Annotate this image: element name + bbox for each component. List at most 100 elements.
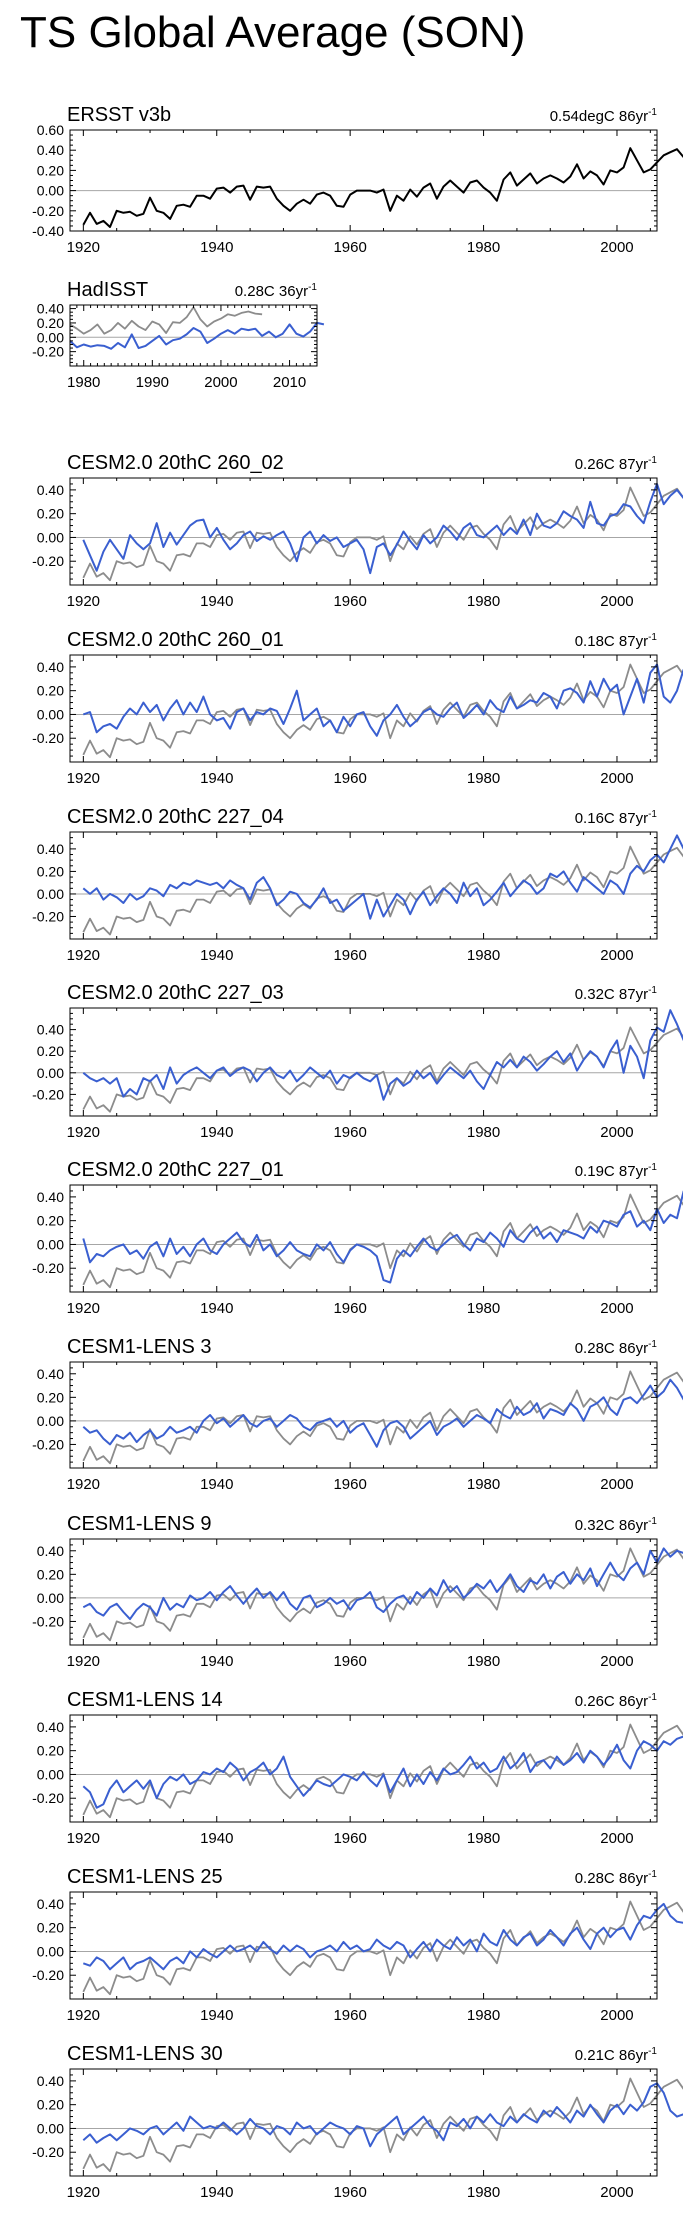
x-tick-label: 2000 [600, 1124, 633, 1141]
x-tick-label: 1920 [67, 947, 100, 964]
y-tick-label: 0.00 [37, 706, 64, 722]
series-line-model [82, 834, 683, 920]
series-line-reference [82, 845, 683, 936]
y-tick-label: 0.20 [37, 1743, 64, 1759]
series-line-reference [82, 1900, 683, 1996]
x-tick-label: 1960 [333, 1124, 366, 1141]
series-line-reference [82, 1723, 683, 1819]
trend-label: 0.28C 86yr-1 [575, 1339, 658, 1357]
trend-exponent: -1 [648, 2046, 657, 2057]
series-line-reference [82, 663, 683, 759]
y-tick-label: 0.00 [37, 183, 64, 199]
plot-frame [69, 1891, 658, 2000]
y-tick-label: -0.20 [32, 553, 64, 569]
y-tick-label: 0.00 [37, 2120, 64, 2136]
y-tick-label: -0.20 [32, 2144, 64, 2160]
trend-label: 0.18C 87yr-1 [575, 632, 658, 650]
chart-panel-7: CESM2.0 20thC 227_01 0.19C 87yr-1 1920 1940… [32, 1159, 683, 1317]
x-tick-label: 2000 [600, 593, 633, 610]
y-tick-label: 0.40 [37, 2073, 64, 2089]
trend-label: 0.28C 36yr-1 [235, 282, 318, 300]
series-line-model [82, 1009, 683, 1101]
y-tick-label: 0.00 [37, 1766, 64, 1782]
trend-label: 0.54degC 86yr-1 [550, 107, 658, 125]
chart-panel-10: CESM1-LENS 14 0.26C 86yr-1 1920 1940 1960 198… [32, 1689, 683, 1847]
y-tick-label: -0.20 [32, 1260, 64, 1276]
trend-label: 0.32C 87yr-1 [575, 985, 658, 1003]
y-tick-label: -0.20 [32, 1790, 64, 1806]
trend-exponent: -1 [648, 1869, 657, 1880]
x-tick-label: 1940 [200, 1830, 233, 1847]
x-tick-label: 1940 [200, 2007, 233, 2024]
x-tick-label: 1980 [467, 947, 500, 964]
y-tick-label: 0.40 [37, 1896, 64, 1912]
x-tick-label: 1960 [333, 1476, 366, 1493]
trend-label: 0.26C 87yr-1 [575, 455, 658, 473]
y-tick-label: -0.20 [32, 908, 64, 924]
series-line-reference [82, 486, 683, 582]
trend-exponent: -1 [648, 1516, 657, 1527]
y-tick-label: -0.40 [32, 223, 64, 239]
x-tick-label: 1940 [200, 1653, 233, 1670]
y-tick-label: -0.20 [32, 344, 64, 360]
plot-frame [69, 1184, 658, 1293]
y-tick-label: 0.20 [37, 683, 64, 699]
x-tick-label: 1960 [333, 770, 366, 787]
chart-panel-11: CESM1-LENS 25 0.28C 86yr-1 1920 1940 1960 198… [32, 1866, 683, 2024]
y-tick-label: 0.20 [37, 1389, 64, 1405]
x-tick-label: 2010 [273, 374, 306, 391]
trend-label: 0.32C 86yr-1 [575, 1516, 658, 1534]
trend-label: 0.19C 87yr-1 [575, 1162, 658, 1180]
x-tick-label: 1980 [67, 374, 100, 391]
plot-frame [69, 129, 658, 232]
x-tick-label: 1960 [333, 1830, 366, 1847]
y-tick-label: 0.40 [37, 1366, 64, 1382]
trend-label: 0.21C 86yr-1 [575, 2046, 658, 2064]
y-tick-label: 0.40 [37, 659, 64, 675]
y-tick-label: 0.40 [37, 1719, 64, 1735]
x-tick-label: 1940 [200, 593, 233, 610]
trend-label: 0.16C 87yr-1 [575, 809, 658, 827]
y-tick-label: 0.20 [37, 1920, 64, 1936]
chart-panel-4: CESM2.0 20thC 260_01 0.18C 87yr-1 1920 1940… [32, 629, 683, 787]
plot-frame [69, 1361, 658, 1469]
x-tick-label: 2000 [600, 2184, 633, 2201]
series-line-model [82, 1902, 683, 1971]
panel-title: CESM1-LENS 25 [67, 1866, 223, 1888]
trend-exponent: -1 [648, 1692, 657, 1703]
panel-title: CESM1-LENS 9 [67, 1513, 212, 1535]
chart-panel-8: CESM1-LENS 3 0.28C 86yr-1 1920 1940 1960 1980… [32, 1336, 683, 1493]
series-line-reference [69, 306, 263, 335]
panel-title: CESM2.0 20thC 227_01 [67, 1159, 284, 1181]
series-line-model [82, 1190, 683, 1284]
x-tick-label: 2000 [600, 1653, 633, 1670]
chart-panel-3: CESM2.0 20thC 260_02 0.26C 87yr-1 1920 1940… [32, 452, 683, 610]
y-tick-label: 0.40 [37, 841, 64, 857]
panel-title: CESM1-LENS 3 [67, 1336, 212, 1358]
y-tick-label: 0.00 [37, 1590, 64, 1606]
plot-frame [69, 1538, 658, 1646]
trend-exponent: -1 [648, 1339, 657, 1350]
series-line-model [82, 663, 683, 737]
panel-title: CESM2.0 20thC 260_01 [67, 629, 284, 651]
y-tick-label: 0.20 [37, 863, 64, 879]
x-tick-label: 1920 [67, 1300, 100, 1317]
x-tick-label: 1940 [200, 239, 233, 256]
x-tick-label: 1960 [333, 947, 366, 964]
x-tick-label: 1980 [467, 593, 500, 610]
x-tick-label: 1980 [467, 2007, 500, 2024]
x-tick-label: 2000 [600, 1830, 633, 1847]
chart-panel-2: HadISST 0.28C 36yr-1 1980 1990 2000 2010 -0.20… [32, 279, 325, 391]
y-tick-label: 0.20 [37, 162, 64, 178]
page-title: TS Global Average (SON) [20, 8, 526, 57]
y-tick-label: -0.20 [32, 1436, 64, 1452]
x-tick-label: 2000 [600, 1300, 633, 1317]
series-line-model [82, 482, 683, 575]
y-tick-label: 0.00 [37, 1943, 64, 1959]
plot-frame [69, 831, 658, 940]
x-tick-label: 1980 [467, 239, 500, 256]
y-tick-label: 0.00 [37, 1413, 64, 1429]
y-tick-label: 0.40 [37, 1022, 64, 1038]
x-tick-label: 1960 [333, 1300, 366, 1317]
